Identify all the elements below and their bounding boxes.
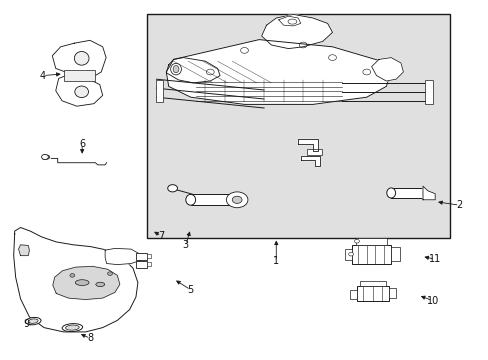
Bar [136,253,146,260]
Bar [146,254,150,258]
Circle shape [107,272,112,275]
Bar [155,80,163,102]
Bar [390,247,399,261]
Ellipse shape [74,51,89,65]
Ellipse shape [75,280,89,285]
Text: 7: 7 [158,231,164,241]
Ellipse shape [25,318,41,325]
Polygon shape [166,58,220,83]
Polygon shape [278,16,300,26]
Ellipse shape [185,194,195,205]
Text: 11: 11 [428,254,441,264]
Ellipse shape [75,86,88,98]
Bar [190,194,237,205]
Bar [356,286,388,301]
Text: 6: 6 [79,139,85,149]
Text: 5: 5 [187,285,193,295]
Circle shape [348,252,353,256]
Polygon shape [166,40,390,104]
Polygon shape [298,139,317,151]
Polygon shape [300,156,320,166]
Bar [349,290,356,299]
Bar [425,80,432,104]
Polygon shape [261,14,332,49]
Polygon shape [105,248,142,265]
Bar [388,288,395,298]
Bar [390,188,422,198]
Bar [355,238,386,245]
Ellipse shape [28,319,38,323]
Polygon shape [371,58,403,81]
Polygon shape [52,40,106,106]
Bar [351,245,390,264]
Ellipse shape [386,188,395,198]
Polygon shape [422,186,434,200]
Circle shape [167,185,177,192]
Ellipse shape [287,19,296,24]
Text: 4: 4 [40,71,46,81]
Circle shape [70,274,75,277]
Bar [63,70,95,81]
Text: 8: 8 [87,333,93,343]
Polygon shape [53,266,120,300]
Circle shape [232,196,242,203]
Bar [146,14,449,238]
Text: 10: 10 [426,296,438,306]
Ellipse shape [62,324,82,332]
Ellipse shape [232,194,242,205]
Bar [136,261,146,268]
Circle shape [41,154,48,159]
Bar [359,281,386,286]
Circle shape [354,239,359,243]
Ellipse shape [65,325,79,330]
Bar [306,149,321,155]
Ellipse shape [173,66,179,73]
Text: 1: 1 [273,256,279,266]
Ellipse shape [170,63,181,75]
Bar [344,249,351,260]
Circle shape [226,192,247,208]
Ellipse shape [96,282,104,287]
Polygon shape [14,228,138,332]
Text: 9: 9 [24,319,30,329]
Polygon shape [19,245,29,256]
Text: 3: 3 [183,240,188,250]
Bar [146,262,150,266]
Text: 2: 2 [456,200,462,210]
